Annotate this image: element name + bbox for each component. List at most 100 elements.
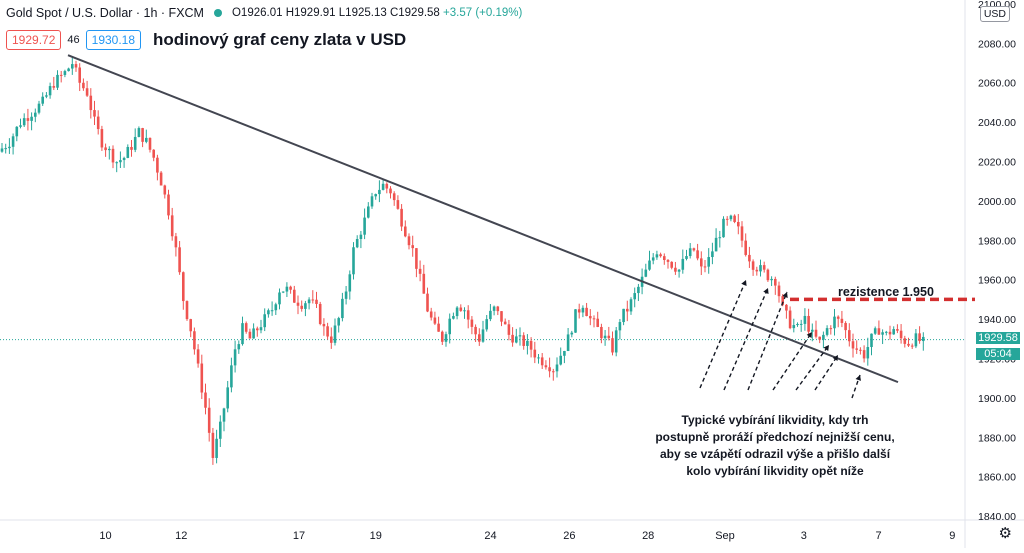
candle-body [270, 310, 274, 312]
candle-body [548, 367, 551, 372]
high-value: H1929.91 [285, 7, 336, 19]
candle-body [577, 309, 581, 313]
candle-body [415, 248, 418, 269]
candle-body [644, 269, 648, 277]
candle-body [259, 327, 263, 331]
candle-body [492, 306, 496, 311]
candle-body [529, 340, 533, 350]
gear-icon[interactable]: ⚙ [998, 525, 1012, 542]
candle-body [651, 257, 655, 261]
chart-header: Gold Spot / U.S. Dollar · 1h · FXCM O192… [6, 6, 522, 20]
candle-body [74, 64, 78, 68]
candle-body [82, 82, 85, 89]
candle-body [437, 323, 440, 332]
arrow-head [763, 288, 769, 294]
candle-body [196, 349, 200, 364]
candle-body [174, 236, 178, 248]
y-tick-label: 2000.00 [978, 196, 1016, 208]
candle-body [111, 148, 115, 163]
candle-body [729, 215, 733, 220]
candle-body [629, 299, 633, 312]
sell-button[interactable]: 1929.72 [6, 30, 62, 50]
y-tick-label: 2060.00 [978, 78, 1016, 90]
candle-body [19, 125, 22, 127]
candle-body [344, 291, 348, 299]
candle-body [877, 328, 881, 335]
arrow-head [741, 280, 747, 286]
candle-body [411, 245, 414, 249]
candle-body [133, 136, 137, 150]
candle-body [922, 336, 925, 342]
liquidity-arrow [795, 344, 830, 391]
candle-body [11, 136, 15, 147]
candle-body [244, 323, 248, 332]
candle-body [570, 332, 574, 335]
candle-body [466, 310, 470, 320]
candle-body [914, 333, 918, 347]
candle-body [470, 319, 474, 327]
candle-body [182, 272, 185, 302]
candle-body [725, 218, 729, 220]
annotation-text: Typické vybírání likvidity, kdy trh post… [630, 412, 920, 480]
open-value: O1926.01 [231, 7, 283, 19]
candle-body [330, 336, 333, 343]
candle-body [503, 321, 507, 325]
y-tick-label: 1980.00 [978, 235, 1016, 247]
candle-body [145, 137, 148, 142]
candle-body [15, 126, 19, 137]
x-tick-label: 12 [175, 530, 187, 542]
trade-row: 1929.72 46 1930.18 hodinový graf ceny zl… [6, 30, 406, 50]
last-price-tag: 1929.58 [976, 331, 1020, 344]
candle-body [407, 236, 411, 246]
candle-body [552, 371, 555, 373]
y-tick-label: 2080.00 [978, 38, 1016, 50]
candle-body [544, 365, 548, 368]
candle-body [355, 239, 359, 248]
candle-body [589, 316, 592, 319]
currency-button[interactable]: USD [979, 6, 1010, 22]
liquidity-arrow [699, 279, 747, 389]
annotation-line: kolo vybírání likvidity opět níže [686, 464, 864, 478]
candle-body [352, 247, 355, 275]
candle-body [840, 318, 844, 323]
candle-body [836, 316, 840, 319]
candle-body [807, 315, 810, 332]
candle-body [337, 318, 340, 326]
candle-body [474, 326, 477, 335]
candle-body [226, 387, 229, 409]
annotation-line: postupně proráží předchozí nejnižší cenu… [655, 430, 895, 444]
candle-body [252, 328, 255, 339]
candle-body [910, 345, 914, 347]
candle-body [444, 334, 448, 342]
candle-body [888, 331, 892, 335]
candle-body [522, 335, 525, 346]
candle-body [792, 325, 796, 329]
candle-body [633, 293, 636, 300]
candle-body [0, 148, 4, 152]
candle-body [685, 256, 688, 259]
buy-button[interactable]: 1930.18 [85, 30, 142, 50]
candle-body [696, 250, 699, 259]
y-tick-label: 2020.00 [978, 157, 1016, 169]
candle-body [96, 116, 100, 130]
candle-body [600, 326, 603, 339]
candle-body [781, 296, 784, 305]
arrow-head [823, 345, 829, 351]
candle-body [611, 338, 614, 353]
candle-body [518, 335, 522, 337]
candle-body [148, 137, 152, 150]
candle-body [333, 325, 337, 343]
candle-body [396, 200, 400, 209]
candle-body [585, 307, 588, 317]
candle-body [185, 301, 189, 320]
arrow-head [832, 355, 838, 361]
symbol-label[interactable]: Gold Spot / U.S. Dollar · 1h · FXCM [6, 6, 204, 20]
candle-body [189, 319, 192, 332]
market-status-icon [213, 9, 222, 17]
candle-body [885, 331, 888, 333]
annotation-line: Typické vybírání likvidity, kdy trh [681, 413, 869, 427]
candle-body [881, 332, 884, 335]
candle-body [748, 254, 751, 262]
candle-body [811, 329, 814, 332]
